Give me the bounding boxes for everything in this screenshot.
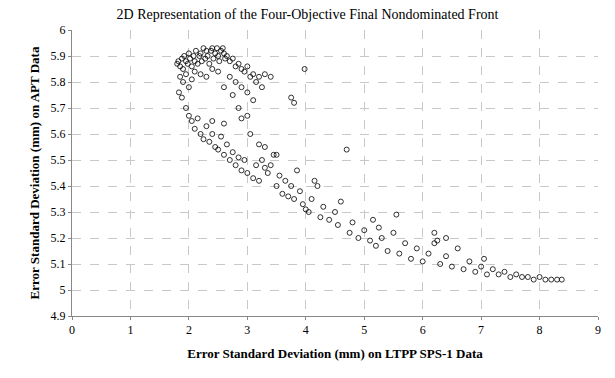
svg-text:7: 7 xyxy=(478,323,484,337)
svg-text:4: 4 xyxy=(303,323,309,337)
svg-text:5.1: 5.1 xyxy=(51,257,66,271)
svg-text:5.7: 5.7 xyxy=(51,101,66,115)
svg-text:5.9: 5.9 xyxy=(51,49,66,63)
svg-text:Error Standard Deviation (mm): Error Standard Deviation (mm) on APT Dat… xyxy=(27,46,42,299)
svg-text:5.4: 5.4 xyxy=(51,179,66,193)
svg-text:5.3: 5.3 xyxy=(51,205,66,219)
svg-text:6: 6 xyxy=(420,323,426,337)
svg-text:3: 3 xyxy=(244,323,250,337)
svg-text:Error Standard Deviation (mm): Error Standard Deviation (mm) on LTPP SP… xyxy=(187,346,483,361)
svg-text:0: 0 xyxy=(69,323,75,337)
svg-text:1: 1 xyxy=(127,323,133,337)
svg-text:5.8: 5.8 xyxy=(51,75,66,89)
svg-text:5.2: 5.2 xyxy=(51,231,66,245)
svg-text:6: 6 xyxy=(60,23,66,37)
svg-text:4.9: 4.9 xyxy=(51,309,66,323)
svg-text:2: 2 xyxy=(186,323,192,337)
svg-text:5: 5 xyxy=(60,283,66,297)
svg-text:9: 9 xyxy=(595,323,601,337)
svg-text:5.6: 5.6 xyxy=(51,127,66,141)
svg-text:2D Representation of the Four-: 2D Representation of the Four-Objective … xyxy=(117,7,499,22)
svg-text:5: 5 xyxy=(361,323,367,337)
svg-text:8: 8 xyxy=(537,323,543,337)
svg-text:5.5: 5.5 xyxy=(51,153,66,167)
